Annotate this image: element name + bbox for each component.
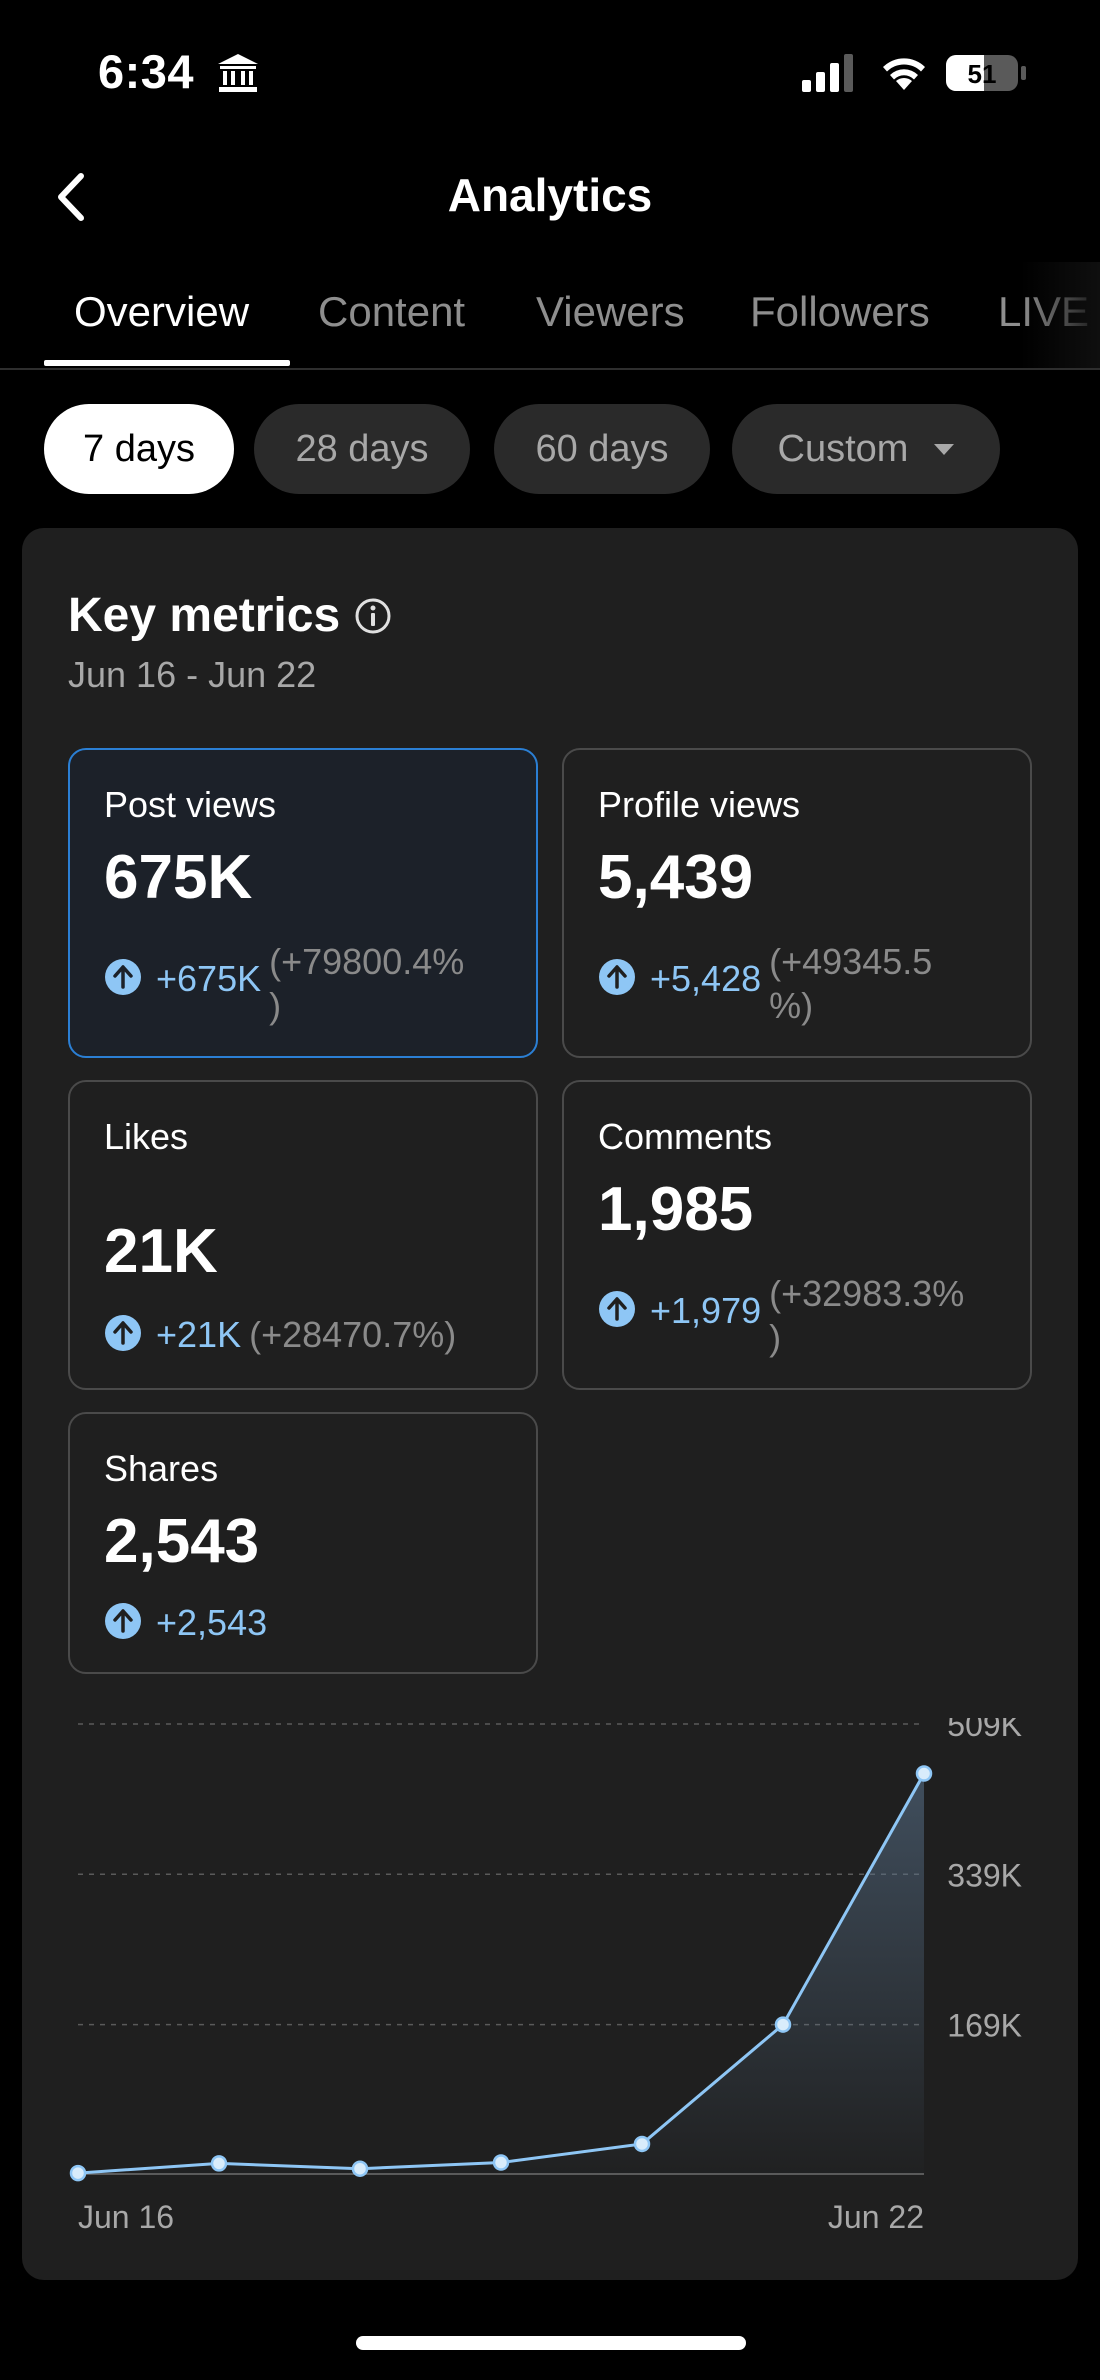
status-time: 6:34 — [98, 45, 195, 98]
range-28-days[interactable]: 28 days — [254, 404, 470, 494]
metric-value: 675K — [104, 843, 253, 912]
arrow-up-circle-icon — [599, 959, 635, 995]
percent-line: ) — [769, 1317, 782, 1358]
metric-label: Shares — [104, 1448, 219, 1489]
metric-value: 1,985 — [598, 1175, 754, 1244]
key-metrics-heading: Key metrics — [68, 588, 392, 643]
arrow-up-circle-icon — [105, 959, 141, 995]
metric-change: +675K (+79800.4% ) — [104, 940, 464, 1028]
metric-label: Comments — [598, 1116, 773, 1157]
metric-change-percent: (+28470.7%) — [249, 1314, 457, 1355]
metric-label: Post views — [104, 784, 277, 825]
caret-down-icon — [934, 443, 955, 455]
range-60-days[interactable]: 60 days — [494, 404, 710, 494]
metric-change: +5,428 (+49345.5 %) — [598, 940, 932, 1028]
key-metrics-title: Key metrics — [68, 589, 341, 642]
tab-viewers[interactable]: Viewers — [536, 288, 685, 335]
range-custom-label: Custom — [777, 427, 909, 470]
range-custom-dropdown[interactable]: Custom — [732, 404, 1000, 494]
percent-line: %) — [769, 985, 814, 1026]
metric-shares[interactable]: Shares 2,543 +2,543 — [68, 1412, 538, 1674]
percent-line: (+32983.3% — [769, 1273, 965, 1314]
metric-value: 5,439 — [598, 843, 754, 912]
metric-change-value: +21K — [156, 1314, 242, 1355]
y-tick-label: 509K — [947, 1718, 1022, 1743]
range-28-days-label: 28 days — [295, 427, 429, 470]
x-tick-label: Jun 16 — [78, 2199, 174, 2235]
tab-content[interactable]: Content — [318, 288, 466, 335]
battery-icon: 51 — [946, 55, 1026, 91]
range-7-days[interactable]: 7 days — [44, 404, 234, 494]
signal-icon — [802, 54, 853, 92]
metric-change: +21K (+28470.7%) — [104, 1312, 456, 1356]
metric-change-percent: (+32983.3% ) — [769, 1272, 964, 1360]
metric-value: 21K — [104, 1217, 218, 1286]
percent-line: ) — [269, 985, 282, 1026]
data-point[interactable] — [351, 2160, 369, 2177]
chevron-left-icon — [58, 173, 84, 221]
metric-label: Profile views — [598, 784, 801, 825]
arrow-up-circle-icon — [105, 1603, 141, 1639]
y-tick-label: 339K — [947, 1857, 1022, 1893]
wifi-icon — [883, 58, 925, 90]
metric-change: +1,979 (+32983.3% ) — [598, 1272, 964, 1360]
tab-overview[interactable]: Overview — [74, 288, 250, 335]
range-60-days-label: 60 days — [535, 427, 669, 470]
metric-change-percent: (+79800.4% ) — [269, 940, 464, 1028]
battery-level: 51 — [968, 59, 997, 89]
metric-post-views[interactable]: Post views 675K +675K (+79800.4% ) — [68, 748, 538, 1058]
data-point[interactable] — [210, 2155, 228, 2172]
metric-change: +2,543 — [104, 1600, 267, 1644]
post-views-chart[interactable]: 169K 339K 509K Jun 16 Jun 22 — [22, 1718, 1078, 2278]
tab-scroll-fade — [1020, 262, 1100, 368]
percent-line: (+79800.4% — [269, 941, 465, 982]
metric-change-value: +2,543 — [156, 1602, 268, 1643]
home-indicator — [356, 2336, 746, 2350]
metric-change-value: +675K — [156, 958, 262, 999]
data-point[interactable] — [492, 2154, 510, 2171]
header: Analytics — [0, 150, 1100, 240]
data-point[interactable] — [633, 2135, 651, 2153]
metric-profile-views[interactable]: Profile views 5,439 +5,428 (+49345.5 %) — [562, 748, 1032, 1058]
arrow-up-circle-icon — [105, 1315, 141, 1351]
info-icon[interactable] — [354, 597, 392, 635]
range-7-days-label: 7 days — [83, 427, 195, 470]
percent-line: (+49345.5 — [769, 941, 933, 982]
series-area — [78, 1773, 924, 2174]
metric-value: 2,543 — [104, 1507, 260, 1576]
metric-change-value: +1,979 — [650, 1290, 762, 1331]
back-button[interactable] — [36, 162, 106, 232]
page-title: Analytics — [447, 169, 653, 221]
metric-comments[interactable]: Comments 1,985 +1,979 (+32983.3% ) — [562, 1080, 1032, 1390]
tab-bar: Overview Content Viewers Followers LIVE — [0, 262, 1100, 370]
key-metrics-card: Key metrics Jun 16 - Jun 22 Post views 6… — [22, 528, 1078, 2280]
x-tick-label: Jun 22 — [828, 2199, 924, 2235]
tab-followers[interactable]: Followers — [750, 288, 930, 335]
metric-change-value: +5,428 — [650, 958, 762, 999]
active-tab-indicator — [44, 360, 290, 366]
arrow-up-circle-icon — [599, 1291, 635, 1327]
date-range-chips: 7 days 28 days 60 days Custom — [0, 404, 1100, 496]
data-point[interactable] — [915, 1765, 933, 1782]
bank-icon — [218, 54, 258, 92]
data-point[interactable] — [774, 2016, 792, 2033]
date-range-label: Jun 16 - Jun 22 — [68, 654, 317, 695]
metric-likes[interactable]: Likes 21K +21K (+28470.7%) — [68, 1080, 538, 1390]
status-bar: 6:34 51 — [0, 0, 1100, 140]
metric-label: Likes — [104, 1116, 189, 1157]
metric-change-percent: (+49345.5 %) — [769, 940, 932, 1028]
data-point[interactable] — [69, 2164, 87, 2182]
y-tick-label: 169K — [947, 2008, 1022, 2044]
